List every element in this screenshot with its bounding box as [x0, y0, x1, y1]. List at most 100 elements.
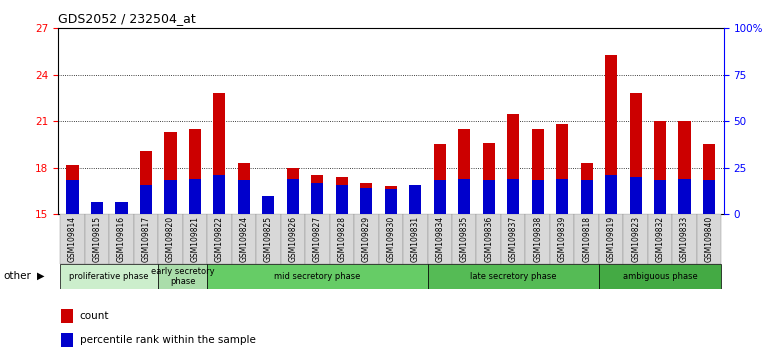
Bar	[280, 214, 305, 264]
Bar	[427, 214, 452, 264]
Bar	[91, 213, 103, 214]
Text: GSM109831: GSM109831	[410, 216, 420, 262]
Bar	[189, 129, 201, 214]
Bar	[286, 178, 299, 214]
Bar	[556, 124, 568, 214]
Text: GSM109832: GSM109832	[655, 216, 665, 262]
Bar	[182, 214, 207, 264]
Text: GSM109816: GSM109816	[117, 216, 126, 262]
Text: GSM109826: GSM109826	[288, 216, 297, 262]
Text: late secretory phase: late secretory phase	[470, 272, 557, 281]
Bar	[581, 180, 593, 214]
Bar	[354, 214, 379, 264]
Bar	[501, 214, 525, 264]
Bar	[189, 178, 201, 214]
Bar	[434, 180, 446, 214]
Bar	[409, 185, 421, 214]
Bar	[360, 183, 373, 214]
Bar	[556, 178, 568, 214]
Bar	[311, 176, 323, 214]
Bar	[605, 55, 618, 214]
Bar	[574, 214, 599, 264]
Bar	[458, 129, 470, 214]
Bar	[531, 180, 544, 214]
Bar	[599, 214, 624, 264]
Text: GSM109821: GSM109821	[190, 216, 199, 262]
Bar	[286, 168, 299, 214]
Bar	[434, 144, 446, 214]
Bar	[630, 177, 641, 214]
Bar	[134, 214, 158, 264]
Bar	[427, 264, 599, 289]
Bar	[531, 129, 544, 214]
Text: GDS2052 / 232504_at: GDS2052 / 232504_at	[58, 12, 196, 25]
Bar	[672, 214, 697, 264]
Bar	[648, 214, 672, 264]
Bar	[158, 264, 207, 289]
Text: GSM109838: GSM109838	[533, 216, 542, 262]
Text: GSM109830: GSM109830	[387, 216, 395, 262]
Bar	[238, 163, 250, 214]
Bar	[66, 165, 79, 214]
Bar	[336, 185, 348, 214]
Bar	[385, 186, 397, 214]
Text: GSM109815: GSM109815	[92, 216, 102, 262]
Bar	[703, 144, 715, 214]
Text: GSM109822: GSM109822	[215, 216, 224, 262]
Bar	[507, 114, 519, 214]
Text: GSM109833: GSM109833	[680, 216, 689, 262]
Bar	[581, 163, 593, 214]
Text: mid secretory phase: mid secretory phase	[274, 272, 360, 281]
Text: GSM109823: GSM109823	[631, 216, 640, 262]
Text: GSM109824: GSM109824	[239, 216, 249, 262]
Text: GSM109819: GSM109819	[607, 216, 616, 262]
Bar	[207, 264, 427, 289]
Text: proliferative phase: proliferative phase	[69, 272, 149, 281]
Bar	[164, 180, 176, 214]
Text: GSM109817: GSM109817	[142, 216, 150, 262]
Bar	[61, 309, 73, 323]
Bar	[116, 210, 128, 214]
Text: GSM109827: GSM109827	[313, 216, 322, 262]
Bar	[483, 180, 495, 214]
Bar	[385, 189, 397, 214]
Bar	[409, 185, 421, 214]
Text: other: other	[4, 271, 32, 281]
Text: GSM109828: GSM109828	[337, 216, 346, 262]
Bar	[158, 214, 182, 264]
Bar	[654, 121, 666, 214]
Bar	[336, 177, 348, 214]
Bar	[66, 180, 79, 214]
Bar	[550, 214, 574, 264]
Bar	[60, 214, 85, 264]
Text: GSM109837: GSM109837	[509, 216, 517, 262]
Bar	[232, 214, 256, 264]
Bar	[330, 214, 354, 264]
Text: GSM109825: GSM109825	[264, 216, 273, 262]
Bar	[678, 121, 691, 214]
Bar	[213, 93, 226, 214]
Bar	[61, 333, 73, 347]
Bar	[109, 214, 134, 264]
Text: GSM109814: GSM109814	[68, 216, 77, 262]
Bar	[697, 214, 721, 264]
Bar	[525, 214, 550, 264]
Bar	[311, 183, 323, 214]
Bar	[654, 180, 666, 214]
Bar	[238, 180, 250, 214]
Bar	[256, 214, 280, 264]
Text: GSM109835: GSM109835	[460, 216, 469, 262]
Text: ambiguous phase: ambiguous phase	[623, 272, 698, 281]
Bar	[483, 143, 495, 214]
Bar	[507, 178, 519, 214]
Bar	[263, 196, 274, 214]
Bar	[599, 264, 721, 289]
Bar	[116, 202, 128, 214]
Text: GSM109818: GSM109818	[582, 216, 591, 262]
Bar	[703, 180, 715, 214]
Bar	[624, 214, 648, 264]
Bar	[85, 214, 109, 264]
Bar	[360, 188, 373, 214]
Bar	[164, 132, 176, 214]
Text: GSM109834: GSM109834	[435, 216, 444, 262]
